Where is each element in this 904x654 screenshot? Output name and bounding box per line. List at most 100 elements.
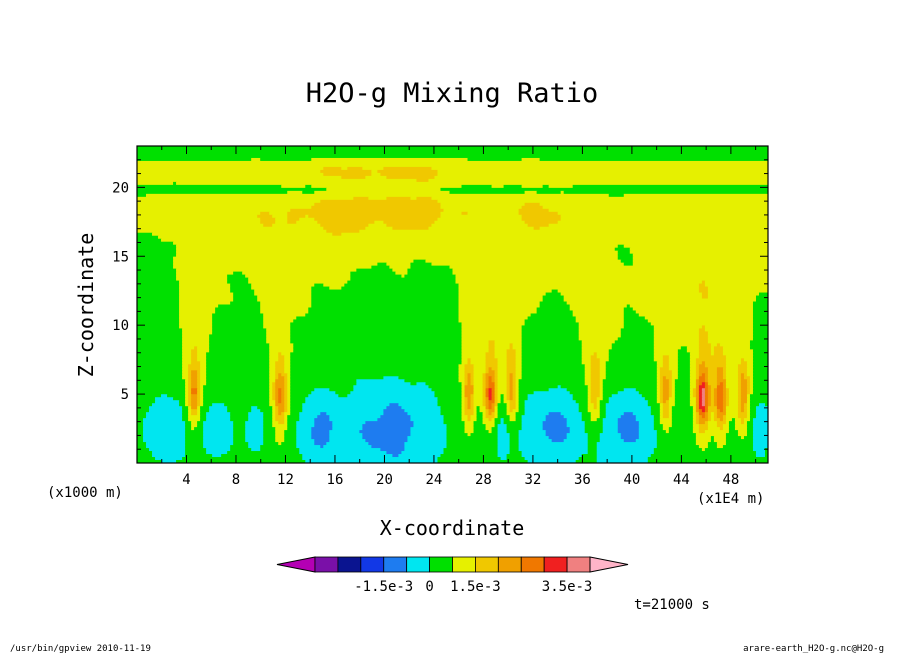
- contour-cell: [137, 274, 177, 279]
- contour-cell: [440, 205, 523, 210]
- contour-cell: [485, 388, 490, 392]
- contour-cell: [383, 376, 400, 380]
- contour-cell: [191, 382, 198, 386]
- contour-cell: [668, 409, 673, 413]
- contour-cell: [200, 400, 204, 404]
- contour-cell: [509, 418, 517, 422]
- contour-cell: [137, 262, 174, 267]
- contour-cell: [725, 358, 742, 362]
- contour-cell: [566, 421, 586, 425]
- contour-cell: [668, 427, 694, 431]
- contour-cell: [497, 409, 508, 413]
- contour-cell: [458, 370, 466, 374]
- contour-cell: [287, 394, 291, 398]
- contour-cell: [437, 460, 529, 463]
- contour-cell: [470, 358, 487, 362]
- contour-cell: [488, 394, 493, 398]
- contour-cell: [227, 409, 252, 413]
- contour-cell: [458, 292, 547, 297]
- contour-cell: [323, 166, 342, 171]
- contour-cell: [209, 349, 270, 353]
- contour-cell: [671, 388, 676, 392]
- contour-cell: [656, 367, 661, 371]
- y-tick-label: 20: [112, 180, 129, 196]
- contour-cell: [212, 454, 222, 458]
- contour-cell: [197, 397, 201, 401]
- contour-cell: [515, 397, 520, 401]
- contour-cell: [584, 430, 604, 434]
- contour-cell: [464, 430, 475, 434]
- contour-cell: [707, 286, 768, 291]
- contour-cell: [185, 403, 189, 407]
- contour-cell: [638, 436, 658, 440]
- contour-cell: [461, 385, 466, 389]
- contour-cell: [311, 301, 460, 306]
- contour-cell: [203, 385, 270, 389]
- contour-cell: [746, 367, 754, 371]
- contour-cell: [461, 331, 523, 336]
- contour-cell: [398, 454, 442, 458]
- contour-cell: [698, 406, 706, 410]
- contour-cell: [137, 397, 156, 401]
- contour-cell: [416, 382, 427, 386]
- contour-cell: [713, 412, 718, 416]
- contour-cell: [311, 298, 460, 303]
- contour-cell: [599, 439, 625, 443]
- contour-cell: [446, 424, 466, 428]
- contour-cell: [461, 211, 469, 216]
- contour-cell: [506, 430, 520, 434]
- contour-cell: [620, 415, 637, 419]
- contour-cell: [560, 190, 565, 195]
- contour-cell: [470, 403, 475, 407]
- contour-cell: [617, 391, 640, 395]
- contour-cell: [491, 379, 496, 383]
- contour-cell: [263, 424, 273, 428]
- contour-cell: [521, 376, 586, 380]
- contour-cell: [740, 391, 748, 395]
- contour-cell: [467, 406, 472, 410]
- contour-cell: [155, 397, 174, 401]
- contour-cell: [314, 388, 330, 392]
- contour-cell: [728, 388, 739, 392]
- contour-cell: [701, 403, 706, 407]
- contour-cell: [137, 184, 282, 189]
- contour-cell: [143, 418, 183, 422]
- contour-cell: [695, 394, 700, 398]
- contour-cell: [494, 403, 499, 407]
- contour-cell: [284, 433, 297, 437]
- contour-cell: [137, 355, 183, 359]
- contour-cell: [716, 403, 724, 407]
- contour-cell: [149, 409, 183, 413]
- contour-cell: [746, 385, 751, 389]
- contour-cell: [698, 445, 709, 449]
- contour-cell: [497, 445, 511, 449]
- contour-cell: [671, 382, 676, 386]
- contour-cell: [749, 391, 754, 395]
- contour-cell: [482, 373, 487, 377]
- contour-cell: [725, 439, 754, 443]
- contour-cell: [515, 400, 520, 404]
- contour-cell: [596, 403, 601, 407]
- contour-cell: [173, 259, 415, 264]
- contour-cell: [521, 367, 586, 371]
- contour-cell: [746, 382, 751, 386]
- contour-cell: [362, 433, 412, 437]
- contour-cell: [206, 367, 270, 371]
- contour-cell: [545, 433, 568, 437]
- contour-cell: [179, 301, 231, 306]
- contour-cell: [137, 232, 153, 237]
- contour-cell: [275, 397, 279, 401]
- contour-cell: [197, 358, 207, 362]
- contour-cell: [455, 280, 703, 285]
- contour-cell: [206, 448, 231, 452]
- contour-cell: [245, 430, 264, 434]
- contour-cell: [146, 442, 186, 446]
- contour-cell: [137, 163, 768, 168]
- contour-cell: [494, 388, 499, 392]
- contour-cell: [617, 253, 634, 258]
- time-label: t=21000 s: [634, 597, 710, 613]
- contour-cell: [509, 451, 523, 455]
- contour-cell: [470, 373, 475, 377]
- contour-cell: [659, 370, 673, 374]
- contour-cell: [752, 427, 768, 431]
